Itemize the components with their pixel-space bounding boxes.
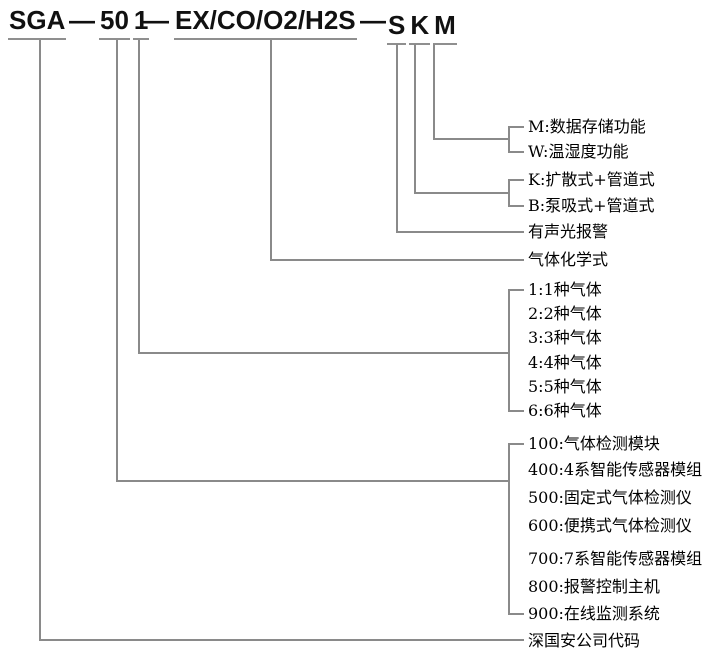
legend-series-700: 700:7系智能传感器模组 bbox=[528, 549, 703, 568]
legend-sampling-k: K:扩散式+管道式 bbox=[528, 170, 655, 189]
legend-gas-count-6: 6:6种气体 bbox=[528, 401, 602, 420]
code-dash-2: — bbox=[143, 5, 169, 35]
connector-storage-horizontal bbox=[433, 138, 510, 140]
legend-series-800: 800:报警控制主机 bbox=[528, 577, 660, 596]
code-func-sampling: K bbox=[409, 10, 431, 45]
connector-brand-horizontal bbox=[39, 639, 524, 641]
code-gases-text: EX/CO/O2/H2S bbox=[174, 5, 357, 40]
legend-series-400: 400:4系智能传感器模组 bbox=[528, 460, 703, 479]
connector-count-vertical bbox=[138, 40, 140, 354]
code-gases: EX/CO/O2/H2S bbox=[174, 5, 357, 40]
bracket-gas-count-tick-bottom bbox=[508, 410, 524, 412]
legend-sampling-b: B:泵吸式+管道式 bbox=[528, 196, 655, 215]
connector-gases-horizontal bbox=[270, 259, 524, 261]
bracket-storage-tick-bottom bbox=[508, 151, 524, 153]
code-number-group: 50 1 bbox=[99, 5, 150, 40]
connector-storage-vertical bbox=[433, 44, 435, 140]
legend-storage-m: M:数据存储功能 bbox=[528, 117, 646, 136]
bracket-series-bar bbox=[508, 443, 510, 615]
connector-sound-vertical bbox=[396, 44, 398, 233]
connector-series-horizontal bbox=[116, 480, 510, 482]
legend-gas-count-2: 2:2种气体 bbox=[528, 304, 602, 323]
legend-series-500: 500:固定式气体检测仪 bbox=[528, 488, 692, 507]
connector-series-vertical bbox=[116, 40, 118, 482]
legend-series-600: 600:便携式气体检测仪 bbox=[528, 516, 692, 535]
legend-sound-light-alarm: 有声光报警 bbox=[528, 222, 609, 241]
connector-brand-vertical bbox=[39, 40, 41, 641]
bracket-series-tick-top bbox=[508, 443, 524, 445]
legend-storage-w: W:温湿度功能 bbox=[528, 142, 629, 161]
code-count-digit: 1 bbox=[132, 5, 150, 40]
connector-sampling-vertical bbox=[414, 44, 416, 194]
code-brand: SGA bbox=[8, 5, 67, 40]
legend-gas-count-4: 4:4种气体 bbox=[528, 353, 602, 372]
bracket-gas-count-tick-top bbox=[508, 289, 524, 291]
bracket-sampling-bar bbox=[508, 179, 510, 207]
code-func-storage: M bbox=[433, 10, 457, 45]
code-series-digits: 50 bbox=[99, 5, 130, 40]
code-dash-1: — bbox=[69, 5, 95, 35]
code-dash-3: — bbox=[360, 5, 386, 35]
bracket-sampling-tick-top bbox=[508, 179, 524, 181]
legend-series-100: 100:气体检测模块 bbox=[528, 434, 660, 453]
legend-gas-formula: 气体化学式 bbox=[528, 250, 609, 269]
legend-gas-count-3: 3:3种气体 bbox=[528, 328, 602, 347]
connector-gases-vertical bbox=[270, 40, 272, 261]
code-brand-text: SGA bbox=[8, 5, 67, 40]
legend-series-900: 900:在线监测系统 bbox=[528, 604, 660, 623]
bracket-storage-tick-top bbox=[508, 126, 524, 128]
bracket-sampling-tick-bottom bbox=[508, 205, 524, 207]
bracket-storage-bar bbox=[508, 126, 510, 153]
connector-count-horizontal bbox=[138, 352, 510, 354]
bracket-gas-count-bar bbox=[508, 289, 510, 412]
connector-sampling-horizontal bbox=[414, 192, 510, 194]
legend-gas-count-1: 1:1种气体 bbox=[528, 280, 602, 299]
legend-gas-count-5: 5:5种气体 bbox=[528, 377, 602, 396]
legend-company-code: 深国安公司代码 bbox=[528, 631, 641, 650]
bracket-series-tick-bottom bbox=[508, 613, 524, 615]
connector-sound-horizontal bbox=[396, 231, 524, 233]
code-func-sound: S bbox=[387, 10, 407, 45]
